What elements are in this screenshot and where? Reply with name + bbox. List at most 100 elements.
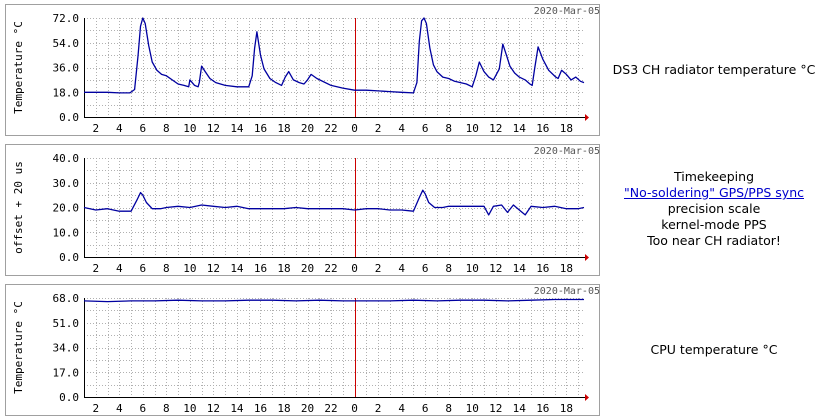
x-tick-label: 18 bbox=[560, 402, 573, 415]
x-tick-label: 2 bbox=[375, 122, 382, 135]
radiator-caption-text: DS3 CH radiator temperature °C bbox=[612, 62, 816, 77]
x-tick-label: 12 bbox=[489, 122, 502, 135]
x-tick-label: 18 bbox=[560, 122, 573, 135]
date-label: 2020-Mar-05 bbox=[534, 6, 600, 17]
x-tick-label: 8 bbox=[445, 262, 452, 275]
y-tick-label: 0.0 bbox=[59, 251, 79, 264]
x-tick-label: 20 bbox=[301, 402, 314, 415]
x-tick-label: 16 bbox=[536, 402, 549, 415]
x-tick-label: 2 bbox=[375, 402, 382, 415]
x-tick-label: 16 bbox=[536, 122, 549, 135]
x-tick-label: 22 bbox=[324, 122, 337, 135]
cpu-temperature-chart: 0.0 17.0 34.0 51.0 68.0 2 4 6 8 10 12 14 16 18 20 22 0 2 4… bbox=[5, 284, 600, 416]
y-tick-label: 40.0 bbox=[53, 152, 80, 165]
date-label: 2020-Mar-05 bbox=[534, 146, 600, 157]
y-tick-label: 68.0 bbox=[53, 292, 80, 305]
x-tick-label: 10 bbox=[466, 122, 479, 135]
radiator-warning-text: Too near CH radiator! bbox=[647, 233, 781, 248]
precision-scale-text: precision scale bbox=[667, 201, 761, 216]
x-tick-label: 14 bbox=[230, 122, 244, 135]
x-tick-label: 8 bbox=[445, 122, 452, 135]
y-tick-label: 34.0 bbox=[53, 342, 80, 355]
x-tick-label: 2 bbox=[92, 402, 99, 415]
y-axis-label: Temperature °C bbox=[12, 301, 25, 394]
x-tick-label: 12 bbox=[207, 262, 220, 275]
x-tick-label: 6 bbox=[140, 402, 147, 415]
plot-area bbox=[84, 298, 584, 397]
timekeeping-title: Timekeeping bbox=[673, 169, 755, 184]
gps-pps-sync-link[interactable]: "No-soldering" GPS/PPS sync bbox=[624, 185, 804, 200]
radiator-temperature-chart: 0.0 18.0 36.0 54.0 72.0 2 4 6 8 10 12 14 16 18 20 22 0 2 4… bbox=[5, 4, 600, 136]
x-tick-label: 6 bbox=[422, 402, 429, 415]
x-tick-label: 16 bbox=[254, 122, 267, 135]
x-tick-label: 2 bbox=[375, 262, 382, 275]
x-tick-label: 16 bbox=[254, 402, 267, 415]
x-tick-label: 12 bbox=[207, 122, 220, 135]
x-tick-label: 12 bbox=[207, 402, 220, 415]
x-tick-label: 6 bbox=[422, 262, 429, 275]
x-tick-label: 6 bbox=[422, 122, 429, 135]
x-tick-label: 8 bbox=[163, 262, 170, 275]
x-tick-label: 0 bbox=[351, 262, 358, 275]
x-tick-label: 14 bbox=[513, 262, 527, 275]
x-tick-label: 4 bbox=[398, 402, 405, 415]
y-tick-label: 10.0 bbox=[53, 226, 80, 239]
y-tick-label: 30.0 bbox=[53, 177, 80, 190]
cpu-caption: CPU temperature °C bbox=[605, 342, 823, 358]
y-tick-label: 18.0 bbox=[53, 86, 80, 99]
x-tick-label: 4 bbox=[398, 262, 405, 275]
y-tick-label: 51.0 bbox=[53, 317, 80, 330]
x-axis-arrow bbox=[585, 114, 589, 121]
y-tick-label: 0.0 bbox=[59, 391, 79, 404]
x-tick-label: 18 bbox=[277, 122, 290, 135]
y-tick-label: 20.0 bbox=[53, 202, 80, 215]
x-tick-label: 10 bbox=[466, 262, 479, 275]
cpu-caption-text: CPU temperature °C bbox=[650, 342, 778, 357]
x-tick-label: 4 bbox=[116, 402, 123, 415]
y-axis-label: offset + 20 us bbox=[12, 161, 25, 254]
x-tick-label: 0 bbox=[351, 122, 358, 135]
radiator-caption: DS3 CH radiator temperature °C bbox=[605, 62, 823, 78]
x-tick-label: 10 bbox=[466, 402, 479, 415]
y-tick-label: 54.0 bbox=[53, 37, 80, 50]
x-tick-label: 14 bbox=[230, 402, 244, 415]
x-tick-label: 0 bbox=[351, 402, 358, 415]
x-tick-label: 20 bbox=[301, 122, 314, 135]
plot-area bbox=[84, 18, 584, 117]
x-tick-label: 12 bbox=[489, 402, 502, 415]
x-tick-label: 8 bbox=[163, 122, 170, 135]
y-tick-label: 36.0 bbox=[53, 62, 80, 75]
x-tick-label: 16 bbox=[254, 262, 267, 275]
y-tick-label: 0.0 bbox=[59, 111, 79, 124]
x-tick-label: 14 bbox=[230, 262, 244, 275]
x-axis-arrow bbox=[585, 394, 589, 401]
x-tick-label: 6 bbox=[140, 122, 147, 135]
x-tick-label: 4 bbox=[116, 262, 123, 275]
x-tick-label: 6 bbox=[140, 262, 147, 275]
x-tick-label: 8 bbox=[163, 402, 170, 415]
x-tick-label: 18 bbox=[560, 262, 573, 275]
x-tick-label: 8 bbox=[445, 402, 452, 415]
x-tick-label: 10 bbox=[183, 262, 196, 275]
timekeeping-caption: Timekeeping "No-soldering" GPS/PPS sync … bbox=[605, 169, 823, 249]
x-tick-label: 18 bbox=[277, 262, 290, 275]
x-tick-label: 2 bbox=[92, 262, 99, 275]
x-tick-label: 2 bbox=[92, 122, 99, 135]
x-tick-label: 10 bbox=[183, 122, 196, 135]
timekeeping-offset-chart: 0.0 10.0 20.0 30.0 40.0 2 4 6 8 10 12 14 16 18 20 22 0 2 4… bbox=[5, 144, 600, 276]
x-tick-label: 4 bbox=[398, 122, 405, 135]
series-line bbox=[83, 298, 584, 303]
series-line bbox=[83, 189, 585, 216]
y-tick-label: 72.0 bbox=[53, 12, 80, 25]
series-line bbox=[84, 17, 585, 94]
x-tick-label: 12 bbox=[489, 262, 502, 275]
x-tick-label: 22 bbox=[324, 262, 337, 275]
x-tick-label: 18 bbox=[277, 402, 290, 415]
x-tick-label: 16 bbox=[536, 262, 549, 275]
x-tick-label: 10 bbox=[183, 402, 196, 415]
kernel-mode-pps-text: kernel-mode PPS bbox=[661, 217, 767, 232]
date-label: 2020-Mar-05 bbox=[534, 286, 600, 297]
y-axis-label: Temperature °C bbox=[12, 21, 25, 114]
x-tick-label: 20 bbox=[301, 262, 314, 275]
x-tick-label: 14 bbox=[513, 402, 527, 415]
